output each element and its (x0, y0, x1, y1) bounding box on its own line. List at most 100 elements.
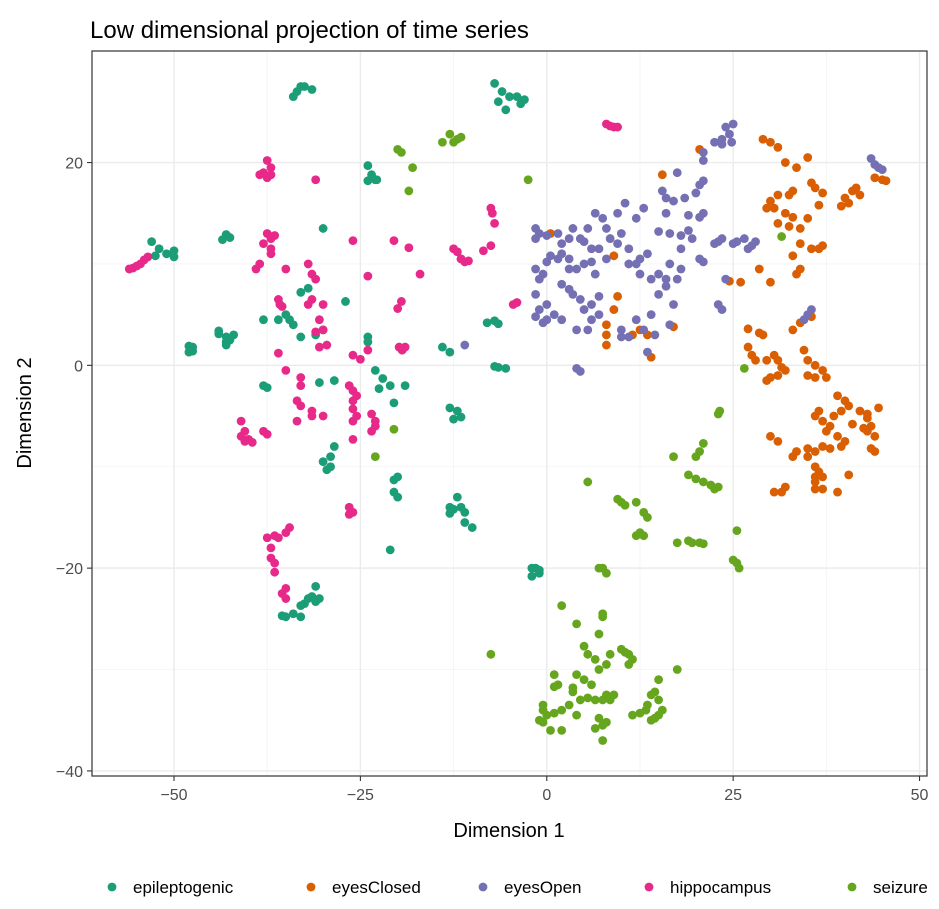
data-point-eyesOpen (680, 193, 690, 203)
data-point-eyesClosed (773, 371, 783, 380)
data-point-seizure (602, 717, 611, 727)
data-point-eyesClosed (792, 163, 801, 173)
data-point-epileptogenic (389, 475, 399, 485)
data-point-hippocampus (393, 304, 403, 313)
data-point-seizure (583, 649, 593, 659)
data-point-epileptogenic (482, 318, 492, 328)
data-point-epileptogenic (467, 523, 477, 532)
data-point-eyesClosed (784, 222, 794, 231)
data-point-seizure (590, 654, 600, 664)
data-point-eyesOpen (698, 257, 708, 267)
data-point-hippocampus (281, 528, 291, 538)
data-point-epileptogenic (372, 175, 382, 185)
data-point-seizure (715, 406, 725, 416)
data-point-eyesOpen (739, 234, 749, 243)
data-point-eyesClosed (866, 444, 876, 453)
data-point-eyesOpen (751, 237, 760, 247)
data-point-epileptogenic (311, 581, 321, 591)
data-point-epileptogenic (497, 87, 507, 96)
data-point-hippocampus (344, 509, 354, 519)
data-point-eyesClosed (795, 239, 805, 249)
data-point-epileptogenic (296, 612, 306, 622)
data-point-hippocampus (452, 247, 462, 257)
data-point-hippocampus (143, 252, 153, 262)
data-point-seizure (602, 568, 611, 578)
data-point-hippocampus (296, 381, 306, 391)
data-point-hippocampus (277, 302, 287, 311)
data-point-eyesOpen (616, 229, 626, 238)
data-point-seizure (732, 526, 742, 536)
data-point-hippocampus (479, 246, 488, 256)
data-point-eyesOpen (557, 315, 567, 325)
data-point-hippocampus (367, 426, 376, 436)
data-point-epileptogenic (318, 224, 328, 233)
data-point-epileptogenic (385, 381, 395, 391)
data-point-hippocampus (363, 345, 373, 355)
data-point-seizure (583, 477, 593, 487)
data-point-epileptogenic (363, 176, 373, 186)
data-point-eyesOpen (698, 156, 708, 165)
legend-key (644, 882, 654, 892)
data-point-hippocampus (273, 348, 283, 358)
data-point-eyesClosed (795, 224, 805, 233)
data-point-eyesOpen (572, 264, 581, 274)
data-point-eyesOpen (643, 347, 652, 357)
data-point-eyesOpen (587, 257, 596, 267)
data-point-hippocampus (348, 236, 358, 246)
data-point-eyesOpen (684, 210, 693, 220)
data-point-hippocampus (266, 163, 276, 173)
data-point-eyesClosed (657, 170, 667, 180)
data-point-epileptogenic (449, 414, 458, 424)
data-point-seizure (598, 612, 608, 622)
data-point-epileptogenic (307, 85, 317, 94)
data-point-epileptogenic (218, 235, 227, 245)
data-point-seizure (698, 439, 708, 448)
data-point-eyesOpen (631, 315, 641, 325)
data-point-eyesOpen (460, 340, 470, 350)
data-point-eyesOpen (579, 237, 589, 247)
data-point-seizure (557, 725, 567, 735)
data-point-eyesOpen (672, 168, 682, 178)
data-point-epileptogenic (225, 233, 235, 242)
data-point-eyesOpen (590, 269, 600, 279)
data-point-eyesOpen (575, 295, 585, 304)
data-point-eyesOpen (553, 229, 563, 238)
data-point-hippocampus (348, 404, 358, 414)
data-point-seizure (579, 675, 589, 685)
data-point-eyesClosed (851, 183, 861, 193)
data-point-hippocampus (303, 300, 313, 309)
data-point-eyesClosed (602, 340, 611, 350)
data-point-eyesClosed (803, 371, 813, 380)
data-point-eyesOpen (534, 305, 544, 314)
data-point-epileptogenic (363, 337, 373, 347)
data-point-seizure (631, 497, 641, 507)
data-point-eyesClosed (810, 447, 820, 456)
data-point-epileptogenic (150, 251, 160, 261)
data-point-hippocampus (400, 342, 410, 352)
data-point-eyesOpen (650, 330, 660, 340)
data-point-eyesClosed (803, 213, 813, 223)
data-point-eyesClosed (844, 470, 854, 480)
data-point-hippocampus (236, 416, 246, 426)
data-point-seizure (557, 705, 567, 715)
data-point-eyesClosed (855, 190, 865, 200)
data-point-hippocampus (281, 264, 291, 274)
data-point-epileptogenic (501, 105, 511, 115)
data-point-eyesOpen (654, 227, 664, 236)
plot-panel-border (91, 50, 928, 777)
data-point-seizure (602, 660, 611, 669)
legend-key (306, 882, 316, 892)
data-point-seizure (542, 710, 552, 720)
data-point-seizure (389, 424, 399, 434)
data-point-eyesOpen (624, 244, 634, 254)
data-point-epileptogenic (493, 362, 503, 372)
data-point-eyesOpen (583, 325, 593, 335)
data-point-eyesOpen (549, 310, 559, 320)
data-point-seizure (609, 690, 619, 700)
data-point-eyesClosed (810, 360, 820, 370)
data-point-epileptogenic (273, 315, 283, 325)
chart-title: Low dimensional projection of time serie… (90, 17, 529, 44)
data-point-seizure (646, 690, 656, 700)
x-tick-label: 25 (724, 787, 742, 804)
